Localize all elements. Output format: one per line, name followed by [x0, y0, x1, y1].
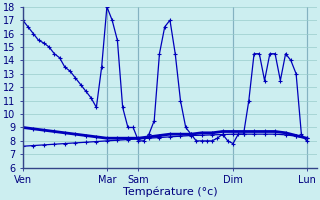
X-axis label: Température (°c): Température (°c)	[123, 187, 217, 197]
